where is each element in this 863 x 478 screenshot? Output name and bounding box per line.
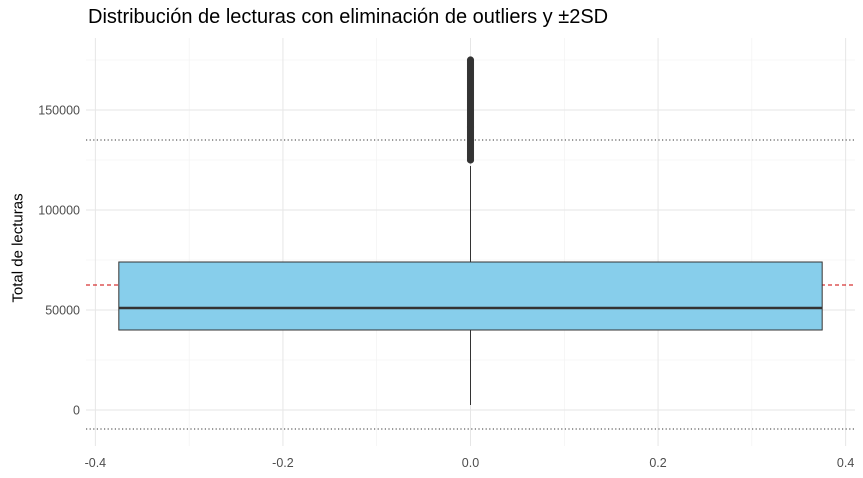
tick-labels: 0 50000 100000 150000 -0.4 -0.2 0.0 0.2 0.4 (38, 104, 854, 471)
y-tick-label: 100000 (38, 204, 80, 218)
x-tick-label: -0.4 (85, 456, 107, 470)
y-tick-label: 50000 (45, 304, 80, 318)
y-tick-label: 0 (73, 404, 80, 418)
x-tick-label: 0.0 (462, 456, 479, 470)
x-tick-label: 0.2 (649, 456, 666, 470)
outliers (466, 56, 475, 164)
x-tick-label: 0.4 (837, 456, 854, 470)
iqr-box (118, 261, 823, 331)
outlier-point (466, 56, 475, 64)
chart-title: Distribución de lecturas con eliminación… (88, 6, 609, 28)
x-tick-label: -0.2 (272, 456, 294, 470)
y-tick-label: 150000 (38, 104, 80, 118)
boxplot (118, 56, 823, 405)
